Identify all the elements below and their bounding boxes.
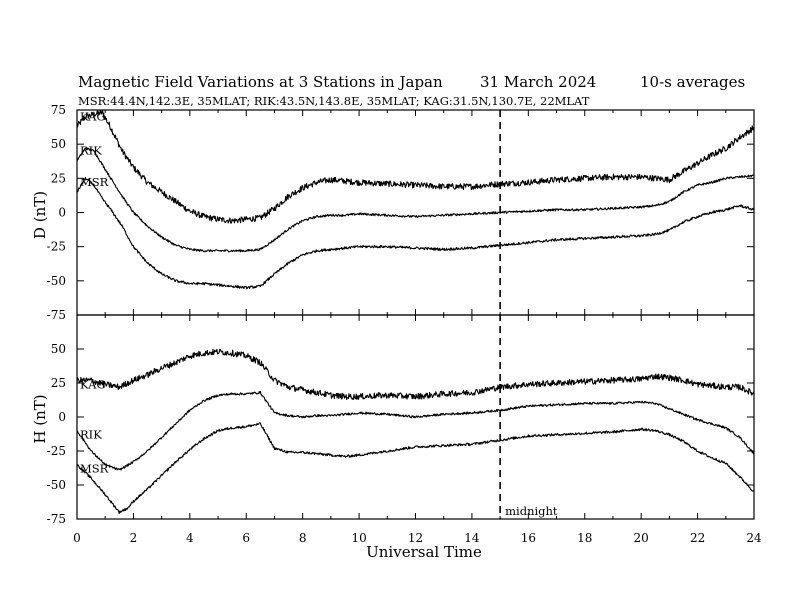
- series-line-D-rik: [76, 147, 755, 253]
- x-tick-label: 12: [408, 531, 423, 545]
- series-label-H-kag: KAG: [80, 377, 106, 391]
- y-tick-label-D: -75: [47, 308, 66, 322]
- series-line-H-msr: [76, 422, 755, 514]
- series-line-H-kag: [76, 348, 755, 400]
- series-line-D-kag: [76, 110, 755, 224]
- panel-frame-D: [76, 109, 755, 316]
- y-tick-label-D: 75: [51, 103, 66, 117]
- station-coordinates: MSR:44.4N,142.3E, 35MLAT; RIK:43.5N,143.…: [78, 94, 590, 108]
- x-tick-label: 18: [577, 531, 592, 545]
- chart-averaging: 10-s averages: [640, 73, 745, 91]
- series-label-H-rik: RIK: [80, 428, 102, 442]
- series-label-D-rik: RIK: [80, 144, 102, 158]
- series-line-D-msr: [76, 176, 755, 290]
- y-tick-label-D: 0: [58, 206, 66, 220]
- x-tick-label: 20: [634, 531, 649, 545]
- y-tick-label-H: 50: [51, 342, 66, 356]
- x-axis-label: Universal Time: [366, 543, 482, 561]
- chart-title: Magnetic Field Variations at 3 Stations …: [78, 73, 443, 91]
- d-panel-y-label: D (nT): [31, 191, 49, 239]
- y-tick-label-D: -25: [47, 240, 66, 254]
- series-label-D-msr: MSR: [80, 175, 109, 189]
- h-panel-y-label: H (nT): [31, 394, 49, 443]
- x-tick-label: 16: [521, 531, 536, 545]
- x-tick-label: 6: [242, 531, 250, 545]
- y-tick-label-H: -75: [47, 512, 66, 526]
- y-tick-label-D: -50: [47, 274, 66, 288]
- midnight-marker-label: midnight: [505, 504, 558, 518]
- y-tick-label-D: 50: [51, 137, 66, 151]
- x-tick-label: 4: [186, 531, 194, 545]
- y-tick-label-H: -50: [47, 478, 66, 492]
- chart-date: 31 March 2024: [480, 73, 596, 91]
- x-tick-label: 10: [351, 531, 366, 545]
- series-label-H-msr: MSR: [80, 462, 109, 476]
- x-tick-label: 24: [746, 531, 762, 545]
- series-line-H-rik: [76, 390, 755, 471]
- x-tick-label: 14: [464, 531, 480, 545]
- y-tick-label-H: -25: [47, 444, 66, 458]
- plot-layer: 75 50 25 0 -25 -50 -75 KAG RIK MSR 50 25 0 -25 -50 -75 K…: [47, 103, 762, 545]
- x-tick-label: 0: [73, 531, 81, 545]
- series-label-D-kag: KAG: [80, 109, 106, 123]
- y-tick-label-H: 0: [58, 410, 66, 424]
- y-tick-label-H: 25: [51, 376, 66, 390]
- x-tick-label: 2: [130, 531, 138, 545]
- y-tick-label-D: 25: [51, 171, 66, 185]
- x-tick-label: 22: [690, 531, 705, 545]
- x-tick-label: 8: [299, 531, 307, 545]
